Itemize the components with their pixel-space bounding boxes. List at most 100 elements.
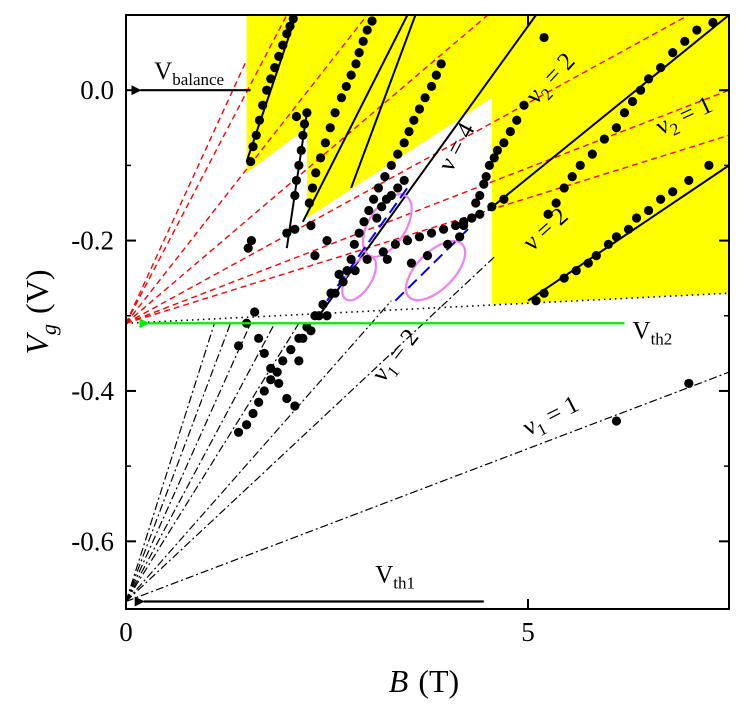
data-point [406,258,417,268]
data-point [294,356,304,366]
red-dashed-line-2 [126,15,368,324]
data-point [539,32,549,43]
data-point [336,93,347,103]
fit-line-3 [350,15,417,189]
data-point [359,217,369,227]
data-point [242,420,252,430]
red-dashed-line-1 [126,15,288,324]
data-point [623,224,634,234]
data-point [684,378,694,389]
data-point [250,307,260,317]
annotation-1: Vth2 [633,317,673,348]
y-tick-label-3: -0.6 [71,526,114,556]
dash-dot-line-5 [126,300,392,602]
data-point [362,25,372,35]
yellow-region-2 [491,15,729,305]
data-point [443,239,453,249]
data-point [378,247,388,257]
y-tick-label-0: 0.0 [80,75,114,105]
data-point [489,153,499,163]
data-point [270,63,280,73]
dash-dot-line-6 [126,255,497,602]
data-point [635,85,646,95]
data-point [583,258,593,268]
data-point [422,251,433,261]
data-point [436,59,446,69]
data-point [587,149,597,159]
red-dashed-line-5 [126,89,729,324]
dash-dot-line-2 [126,323,252,602]
data-point [627,96,638,107]
data-point [290,401,300,411]
data-point [599,134,609,144]
x-tick-label-0: 0 [119,617,133,647]
data-point [304,198,314,208]
data-point [475,209,485,219]
data-point [302,108,312,118]
data-point [571,266,581,276]
arrows [131,85,625,607]
data-point [262,85,272,95]
data-point [708,17,718,28]
data-point [455,232,465,242]
data-point [644,205,654,216]
data-point [349,239,359,249]
data-point [426,81,437,92]
data-point [684,175,694,186]
data-point [459,217,469,227]
x-tick-label-1: 5 [521,617,535,647]
data-point [350,266,360,276]
data-point [354,228,364,238]
data-point [551,198,561,208]
data-point [254,397,264,407]
data-point [559,183,569,193]
annotation-7: ν1 = 2 [367,324,428,390]
data-point [307,183,318,193]
data-point [311,168,321,178]
data-point [282,228,292,238]
data-point [414,104,425,114]
data-point [342,266,352,276]
data-point [431,70,441,80]
data-point [254,115,265,125]
data-point [282,393,292,404]
data-point [399,175,409,186]
data-point [575,160,585,170]
data-point [243,243,253,253]
data-point [251,130,261,140]
data-point [294,333,304,343]
data-point [320,138,330,148]
dash-dot-lines [126,255,729,603]
annotation-0: Vbalance [154,58,224,89]
dash-dot-line-7 [126,371,729,603]
data-point [322,311,332,321]
data-point [330,108,340,118]
yellow-region-0 [246,15,307,173]
data-point [325,123,335,133]
data-point [310,311,320,321]
data-point [354,47,364,58]
data-point [285,21,295,31]
data-point [512,115,522,125]
data-point [318,299,328,310]
data-point [246,235,257,246]
data-point [519,100,529,110]
red-dashed-lines [126,15,729,324]
data-point [296,145,306,155]
data-point [346,254,356,264]
data-point [246,157,256,167]
annotation-8: ν1 = 1 [518,391,585,445]
data-point [326,288,336,298]
data-point [414,232,425,242]
data-point [358,36,368,46]
data-point [351,59,361,69]
red-dashed-line-0 [126,59,248,324]
data-point [471,198,481,208]
data-point [603,239,614,249]
data-point [438,224,449,234]
data-point [386,160,396,170]
data-point [467,213,477,223]
data-point [668,187,678,197]
data-point [266,74,276,84]
